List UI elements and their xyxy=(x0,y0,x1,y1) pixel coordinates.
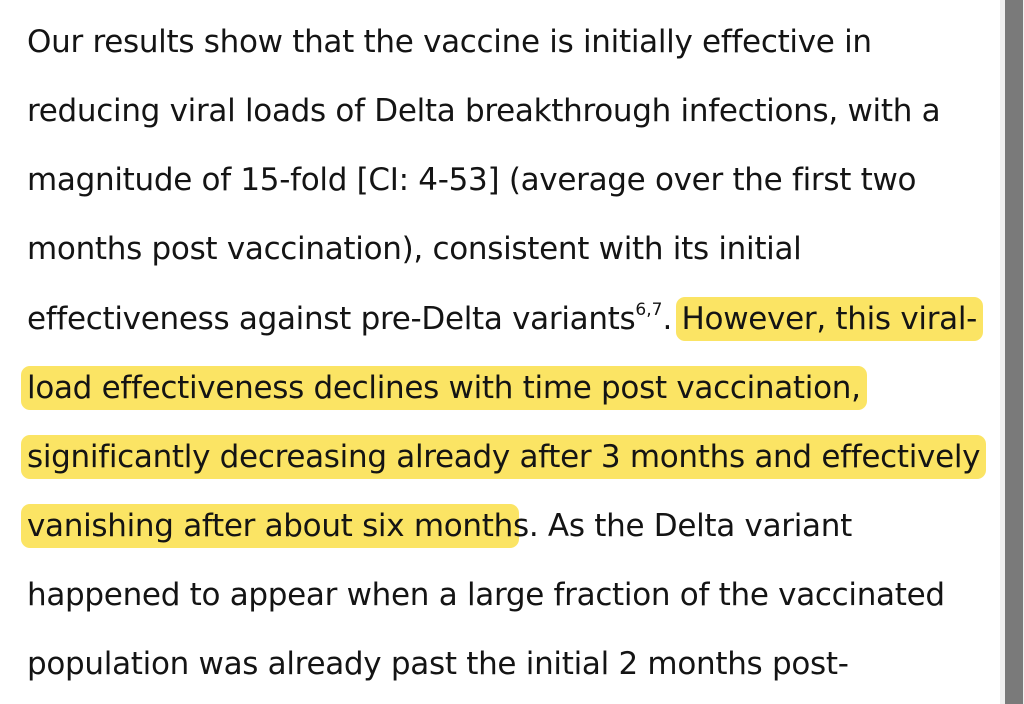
paragraph-line: magnitude of 15-fold [CI: 4-53] (average… xyxy=(27,160,916,200)
highlighted-text: vanishing after about six month xyxy=(21,504,519,548)
highlighted-text: However, this viral- xyxy=(675,297,984,341)
vertical-scrollbar[interactable] xyxy=(1000,0,1024,704)
paragraph-line: reducing viral loads of Delta breakthrou… xyxy=(27,91,941,131)
line-text: months post vaccination), consistent wit… xyxy=(27,231,802,267)
paragraph-line: months post vaccination), consistent wit… xyxy=(27,229,802,269)
paragraph-line: Our results show that the vaccine is ini… xyxy=(27,22,872,62)
line-text: Our results show that the vaccine is ini… xyxy=(27,24,872,60)
citation-superscript[interactable]: 6,7 xyxy=(635,300,663,320)
paragraph-line: load effectiveness declines with time po… xyxy=(21,366,867,410)
paragraph-line: vanishing after about six months. As the… xyxy=(21,504,852,548)
line-text: magnitude of 15-fold [CI: 4-53] (average… xyxy=(27,162,917,198)
line-text: effectiveness against pre-Delta variants xyxy=(27,301,636,337)
paragraph-line: effectiveness against pre-Delta variants… xyxy=(27,297,984,341)
scrollbar-thumb[interactable] xyxy=(1005,0,1023,704)
line-text: reducing viral loads of Delta breakthrou… xyxy=(27,93,941,129)
highlighted-text: significantly decreasing already after 3… xyxy=(21,435,987,479)
line-text: population was already past the initial … xyxy=(27,646,849,682)
highlighted-text: load effectiveness declines with time po… xyxy=(21,366,867,410)
line-text: . xyxy=(662,301,682,337)
paragraph-line: happened to appear when a large fraction… xyxy=(27,575,945,615)
line-text: happened to appear when a large fraction… xyxy=(27,577,945,613)
paragraph-line: significantly decreasing already after 3… xyxy=(21,435,987,479)
paragraph-line: population was already past the initial … xyxy=(27,644,849,684)
line-text: s. As the Delta variant xyxy=(512,508,852,544)
